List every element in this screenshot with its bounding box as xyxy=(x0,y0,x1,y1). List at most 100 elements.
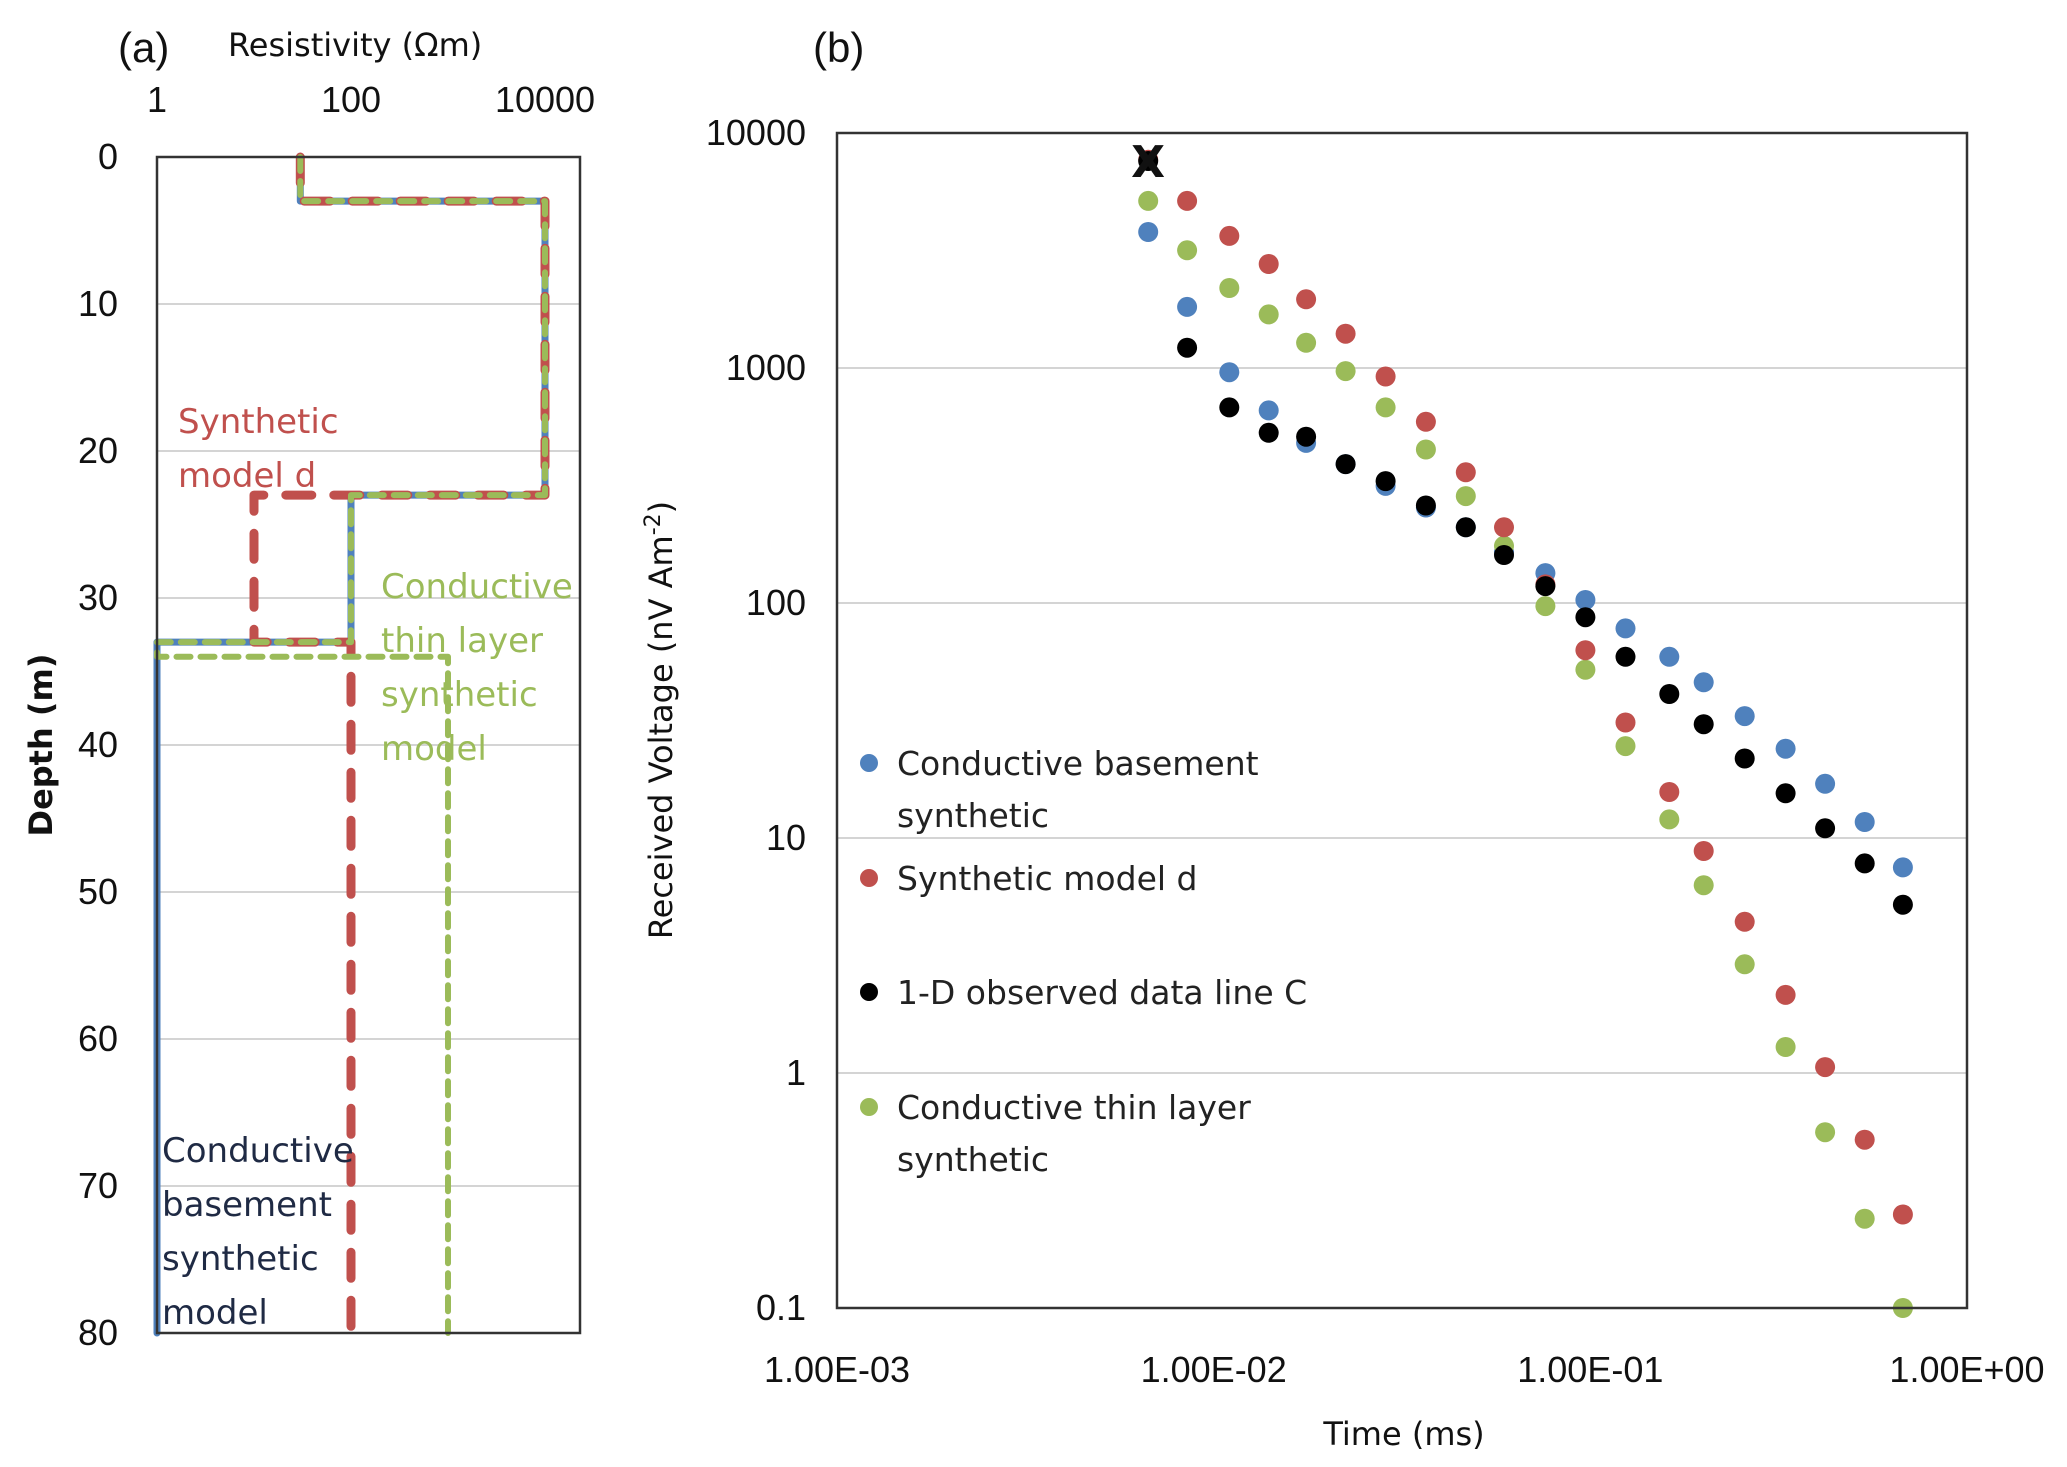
a-plot-frame xyxy=(155,155,582,1335)
b-y-tick-label: 10 xyxy=(766,817,806,858)
data-point xyxy=(1615,736,1636,757)
b-x-tick-label: 1.00E-02 xyxy=(1141,1349,1287,1390)
a-y-tick-labels: 0 10 20 30 40 50 60 70 80 xyxy=(78,136,118,1353)
data-point xyxy=(1335,323,1356,344)
b-plot-frame xyxy=(835,131,1969,1310)
a-y-tick-label: 30 xyxy=(78,577,118,618)
data-point xyxy=(1258,254,1279,274)
b-x-tick-label: 1.00E+00 xyxy=(1889,1349,2044,1390)
data-point xyxy=(1296,332,1317,353)
data-point xyxy=(1177,337,1198,358)
series-red xyxy=(1138,149,1913,1225)
data-point xyxy=(1535,596,1556,617)
data-point xyxy=(1575,640,1596,661)
data-point xyxy=(1815,818,1836,839)
data-point xyxy=(1138,151,1159,171)
data-point xyxy=(1615,618,1636,639)
data-point xyxy=(1455,517,1476,538)
data-point xyxy=(1296,426,1317,447)
a-gridlines xyxy=(157,303,580,1187)
data-point xyxy=(1854,853,1875,874)
data-point xyxy=(1615,646,1636,667)
data-point xyxy=(1775,783,1796,804)
annotation-line: model d xyxy=(178,456,316,496)
data-point xyxy=(1335,454,1356,475)
data-point xyxy=(1892,857,1913,878)
legend-item-blue: Conductive basement synthetic xyxy=(860,744,1259,835)
data-point xyxy=(1177,190,1198,211)
annotation-line: synthetic xyxy=(381,675,538,715)
data-point xyxy=(1455,486,1476,507)
data-point xyxy=(1693,841,1714,861)
annotation-line: basement xyxy=(162,1185,332,1225)
data-point xyxy=(1219,225,1240,246)
b-y-tick-label: 1 xyxy=(786,1052,806,1093)
data-point xyxy=(1455,462,1476,483)
data-point xyxy=(1535,576,1556,597)
a-y-tick-label: 0 xyxy=(98,136,118,177)
a-y-tick-label: 20 xyxy=(78,430,118,471)
model-line-green xyxy=(154,154,548,1336)
b-y-tick-label: 0.1 xyxy=(756,1287,806,1328)
data-point xyxy=(1258,304,1279,325)
data-point xyxy=(1296,289,1317,310)
legend-marker xyxy=(860,754,878,772)
data-point xyxy=(1693,714,1714,735)
data-point xyxy=(1219,362,1240,383)
a-annotations: Synthetic model d Conductive thin layer synt… xyxy=(162,402,573,1333)
annotation-line: Synthetic xyxy=(178,402,339,442)
a-y-tick-label: 70 xyxy=(78,1165,118,1206)
legend-label: Conductive thin layer synthetic xyxy=(897,1088,1251,1179)
data-point xyxy=(1892,894,1913,915)
data-point xyxy=(1375,471,1396,492)
data-point xyxy=(1693,875,1714,896)
annotation-line: synthetic xyxy=(162,1239,319,1279)
data-point xyxy=(1775,1037,1796,1057)
data-point xyxy=(1693,672,1714,693)
y-axis-title-b-suffix: ) xyxy=(642,501,680,513)
y-axis-title-b: Received Voltage (nV Am-2) xyxy=(641,501,680,939)
b-data-points xyxy=(1138,149,1913,1318)
data-point xyxy=(1415,495,1436,516)
panel-label-a: (a) xyxy=(118,24,169,71)
data-point xyxy=(1815,1122,1836,1143)
data-point xyxy=(1138,190,1159,211)
data-point xyxy=(1219,278,1240,298)
y-axis-title-b-sup: -2 xyxy=(641,513,666,535)
legend-label: Conductive basement synthetic xyxy=(897,744,1259,835)
a-y-tick-label: 10 xyxy=(78,283,118,324)
series-black xyxy=(1138,151,1913,915)
x-axis-title-a: Resistivity (Ωm) xyxy=(228,26,482,64)
legend-label-line: 1-D observed data line C xyxy=(897,973,1307,1012)
data-point xyxy=(1615,712,1636,733)
b-legend: Conductive basement synthetic Synthetic mo… xyxy=(860,744,1307,1179)
data-point xyxy=(1734,706,1755,727)
data-point xyxy=(1659,684,1680,704)
data-point xyxy=(1659,782,1680,802)
b-y-tick-label: 100 xyxy=(746,582,806,623)
legend-item-green: Conductive thin layer synthetic xyxy=(860,1088,1251,1179)
a-y-tick-label: 40 xyxy=(78,724,118,765)
data-point xyxy=(1138,222,1159,242)
data-point xyxy=(1494,517,1514,538)
a-y-tick-label: 60 xyxy=(78,1018,118,1059)
data-point xyxy=(1892,1204,1913,1225)
data-point xyxy=(1494,545,1514,565)
y-axis-title-b-main: Received Voltage (nV Am xyxy=(642,535,680,939)
data-point xyxy=(1335,361,1356,382)
legend-marker xyxy=(860,1098,878,1116)
data-point xyxy=(1375,397,1396,418)
series-green xyxy=(1138,190,1913,1318)
resistivity-depth-panel: (a) Resistivity (Ωm) 1 100 10000 0 10 20 30 40… xyxy=(22,24,595,1353)
b-y-tick-label: 1000 xyxy=(726,347,806,388)
data-point xyxy=(1659,646,1680,667)
legend-label-line: Conductive thin layer xyxy=(897,1088,1251,1127)
data-point xyxy=(1258,422,1279,443)
legend-label-line: synthetic xyxy=(897,1140,1049,1179)
b-x-tick-label: 1.00E-03 xyxy=(764,1349,910,1390)
legend-label-line: synthetic xyxy=(897,796,1049,835)
legend-marker xyxy=(860,983,878,1001)
legend-label: 1-D observed data line C xyxy=(897,973,1307,1012)
legend-label-line: Conductive basement xyxy=(897,744,1259,783)
data-point xyxy=(1177,240,1198,261)
